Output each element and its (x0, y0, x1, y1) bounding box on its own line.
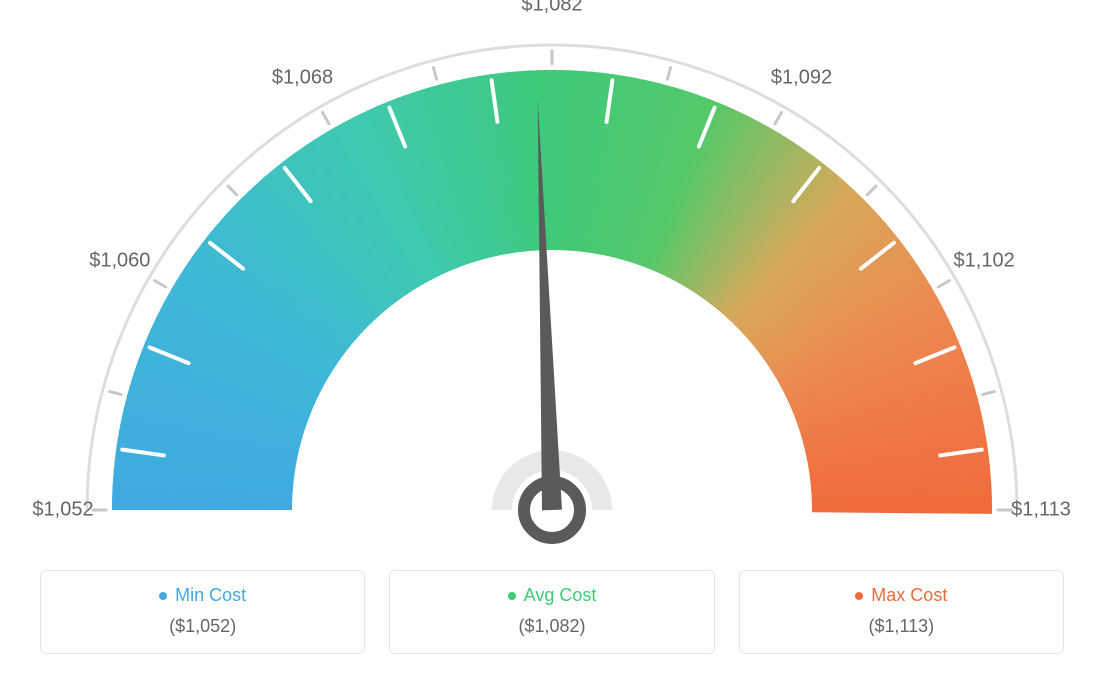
max-cost-card: Max Cost ($1,113) (739, 570, 1064, 654)
max-cost-title: Max Cost (871, 585, 947, 606)
min-dot-icon (159, 592, 167, 600)
cost-gauge-chart: $1,052 $1,060 $1,068 $1,082 $1,092 $1,102 $1,1… (0, 0, 1104, 690)
avg-cost-value: ($1,082) (410, 616, 693, 637)
gauge-tick-label: $1,113 (1011, 499, 1071, 522)
avg-dot-icon (508, 592, 516, 600)
avg-cost-title: Avg Cost (524, 585, 597, 606)
min-cost-title: Min Cost (175, 585, 246, 606)
gauge-tick-label: $1,092 (771, 66, 832, 89)
gauge-tick-label: $1,060 (89, 249, 150, 272)
gauge-tick-label: $1,102 (954, 249, 1015, 272)
max-dot-icon (855, 592, 863, 600)
summary-cards: Min Cost ($1,052) Avg Cost ($1,082) Max … (0, 570, 1104, 654)
min-cost-card: Min Cost ($1,052) (40, 570, 365, 654)
max-cost-title-row: Max Cost (760, 585, 1043, 606)
avg-cost-card: Avg Cost ($1,082) (389, 570, 714, 654)
gauge-tick-label: $1,068 (272, 66, 333, 89)
min-cost-title-row: Min Cost (61, 585, 344, 606)
gauge-tick-label: $1,052 (32, 499, 93, 522)
max-cost-value: ($1,113) (760, 616, 1043, 637)
avg-cost-title-row: Avg Cost (410, 585, 693, 606)
gauge-tick-label: $1,082 (521, 0, 582, 17)
gauge-svg (0, 0, 1104, 560)
min-cost-value: ($1,052) (61, 616, 344, 637)
gauge-area: $1,052 $1,060 $1,068 $1,082 $1,092 $1,102 $1,1… (0, 0, 1104, 560)
